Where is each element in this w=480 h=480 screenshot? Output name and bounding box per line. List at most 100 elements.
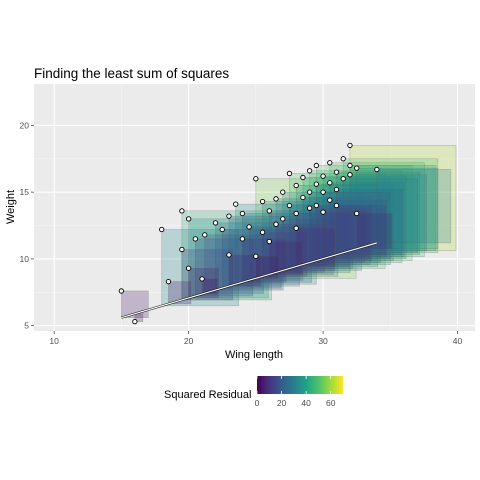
legend-colorbar bbox=[257, 376, 343, 394]
residual-square bbox=[309, 191, 381, 263]
data-point bbox=[226, 252, 232, 258]
y-tick-label: 15 bbox=[20, 187, 30, 197]
y-axis-ticks: 5 10 15 20 bbox=[20, 120, 34, 331]
data-point bbox=[273, 196, 279, 202]
data-point bbox=[333, 169, 340, 175]
legend-title: Squared Residual bbox=[164, 389, 251, 401]
residual-square bbox=[161, 229, 239, 307]
data-point bbox=[253, 176, 259, 182]
residual-square bbox=[322, 191, 391, 259]
residual-square bbox=[221, 229, 282, 289]
legend-tick-label: 20 bbox=[277, 398, 287, 408]
data-point bbox=[347, 162, 353, 169]
data-point bbox=[185, 216, 192, 222]
legend-tick-label: 40 bbox=[301, 398, 311, 408]
data-points bbox=[118, 142, 380, 325]
residual-square bbox=[329, 182, 405, 257]
data-point bbox=[266, 238, 272, 245]
data-point bbox=[159, 226, 165, 233]
data-point bbox=[320, 189, 326, 195]
data-point bbox=[313, 162, 319, 169]
x-axis-title: Wing length bbox=[225, 349, 283, 361]
data-point bbox=[280, 216, 286, 222]
x-tick-label: 30 bbox=[318, 336, 328, 346]
data-point bbox=[202, 232, 208, 238]
data-point bbox=[226, 213, 232, 219]
y-tick-label: 10 bbox=[20, 254, 30, 264]
residual-square bbox=[356, 167, 439, 250]
data-point bbox=[266, 208, 272, 214]
x-axis-ticks: 10 20 30 40 bbox=[49, 331, 463, 346]
data-point bbox=[306, 189, 313, 195]
data-point bbox=[347, 142, 353, 149]
residual-square bbox=[134, 313, 144, 322]
grid bbox=[34, 84, 475, 331]
residual-square bbox=[289, 205, 354, 269]
data-point bbox=[333, 186, 340, 193]
data-point bbox=[280, 189, 286, 195]
residual-square bbox=[336, 171, 420, 255]
residual-square bbox=[235, 203, 317, 285]
residual-square bbox=[262, 201, 339, 277]
data-point bbox=[185, 265, 192, 271]
residual-square bbox=[309, 170, 403, 263]
data-point bbox=[333, 202, 340, 209]
data-point bbox=[192, 236, 198, 242]
legend-ticks: 0 20 40 60 bbox=[255, 376, 336, 408]
data-point bbox=[246, 224, 252, 230]
data-point bbox=[374, 166, 380, 173]
residual-square bbox=[302, 177, 391, 265]
data-point bbox=[132, 319, 138, 325]
y-axis-title: Weight bbox=[5, 190, 17, 224]
data-point bbox=[300, 174, 306, 181]
data-point bbox=[320, 173, 326, 179]
data-point bbox=[354, 210, 360, 217]
regression-line-group bbox=[121, 241, 378, 319]
residual-square bbox=[302, 197, 371, 265]
data-point bbox=[306, 168, 313, 174]
legend-tick-label: 60 bbox=[326, 398, 336, 408]
data-point bbox=[179, 246, 185, 253]
data-point bbox=[327, 180, 333, 186]
x-tick-label: 20 bbox=[184, 336, 194, 346]
data-point bbox=[340, 156, 346, 162]
residual-square bbox=[349, 145, 457, 252]
y-tick-label: 5 bbox=[24, 321, 29, 331]
legend: Squared Residual 0 20 40 60 bbox=[164, 376, 343, 408]
data-point bbox=[199, 276, 205, 282]
residual-square bbox=[228, 215, 300, 287]
data-point bbox=[320, 209, 326, 215]
x-tick-label: 40 bbox=[453, 336, 463, 346]
legend-tick-label: 0 bbox=[255, 398, 260, 408]
residual-square bbox=[242, 213, 312, 283]
data-point bbox=[327, 197, 333, 203]
data-point bbox=[286, 170, 293, 177]
residual-square bbox=[336, 189, 403, 255]
chart-title: Finding the least sum of squares bbox=[34, 66, 229, 81]
data-point bbox=[165, 278, 172, 285]
residual-square bbox=[282, 191, 362, 271]
data-point bbox=[300, 194, 306, 201]
regression-line bbox=[121, 242, 378, 319]
residual-square bbox=[295, 185, 379, 267]
residual-square bbox=[255, 178, 357, 279]
data-point bbox=[313, 202, 319, 209]
data-point bbox=[212, 220, 219, 226]
residual-square bbox=[316, 183, 394, 261]
residual-square bbox=[342, 158, 439, 254]
data-point bbox=[118, 288, 125, 294]
data-point bbox=[259, 198, 266, 205]
data-point bbox=[347, 172, 353, 178]
residual-square bbox=[376, 169, 452, 244]
residual-square bbox=[275, 198, 351, 273]
data-point bbox=[239, 236, 246, 242]
data-point bbox=[233, 201, 239, 207]
data-point bbox=[253, 253, 259, 259]
residual-square bbox=[268, 210, 334, 275]
data-point bbox=[219, 226, 225, 233]
data-point bbox=[293, 182, 299, 189]
data-point bbox=[259, 229, 266, 235]
y-tick-label: 20 bbox=[20, 120, 30, 130]
data-point bbox=[293, 225, 299, 231]
